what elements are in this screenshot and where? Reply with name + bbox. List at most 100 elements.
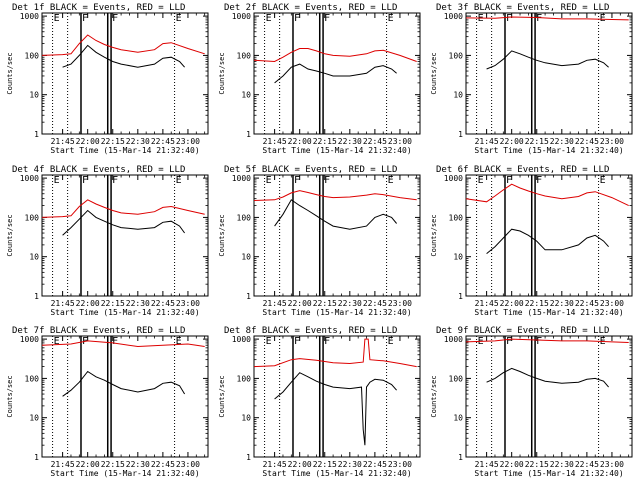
events-series-line: [62, 44, 185, 68]
y-tick-label: 1: [246, 453, 251, 462]
y-axis-label: Counts/sec: [218, 214, 226, 256]
lld-series-line: [253, 48, 417, 63]
y-tick-label: 100: [449, 213, 464, 222]
plot-frame: [465, 335, 633, 458]
time-marker-label: F: [324, 13, 330, 24]
events-series-line: [62, 209, 186, 236]
plot-frame: [465, 174, 633, 297]
x-tick-label: 22:45: [575, 137, 599, 146]
lld-series-line: [41, 34, 205, 56]
plot-frame: [41, 174, 209, 297]
x-tick-label: 22:45: [363, 137, 387, 146]
x-tick-label: 23:00: [600, 460, 624, 469]
y-tick-label: 1000: [444, 335, 463, 344]
time-marker-label: E: [388, 13, 394, 24]
panel-title: Det 4f BLACK = Events, RED = LLD: [12, 165, 185, 175]
events-series-line: [486, 50, 609, 70]
x-tick-label: 23:00: [388, 299, 412, 308]
x-tick-label: 22:45: [363, 299, 387, 308]
time-marker-label: E: [54, 336, 60, 347]
x-tick-label: 22:30: [550, 460, 574, 469]
x-tick-label: 22:00: [288, 137, 312, 146]
time-marker-label: E: [54, 175, 60, 186]
y-tick-label: 1000: [20, 12, 39, 21]
x-tick-label: 22:45: [575, 299, 599, 308]
y-tick-label: 10: [29, 414, 39, 423]
y-tick-label: 1000: [444, 12, 463, 21]
detector-panel: Det 7f BLACK = Events, RED = LLD 1 10 100 10…: [6, 326, 209, 478]
time-marker-label: E: [54, 13, 60, 24]
y-tick-label: 1000: [232, 174, 251, 183]
events-series-line: [62, 370, 186, 397]
events-series-line: [274, 372, 397, 446]
panel-title: Det 3f BLACK = Events, RED = LLD: [436, 3, 609, 13]
detector-panel: Det 4f BLACK = Events, RED = LLD 1 10 100 10…: [6, 165, 209, 317]
plot-frame: [253, 12, 421, 135]
time-marker-label: E: [600, 13, 606, 24]
x-tick-label: 22:15: [313, 299, 337, 308]
x-axis-label: Start Time (15-Mar-14 21:32:40): [474, 146, 623, 155]
time-marker-label: E: [478, 175, 484, 186]
time-marker-label: F: [294, 13, 300, 24]
time-marker-label: F: [506, 13, 512, 24]
y-tick-label: 100: [25, 374, 40, 383]
y-tick-label: 1: [246, 292, 251, 301]
y-axis-label: Counts/sec: [6, 214, 14, 256]
y-axis-label: Counts/sec: [430, 52, 438, 94]
time-marker-label: E: [176, 13, 182, 24]
x-tick-label: 22:15: [101, 460, 125, 469]
x-tick-label: 23:00: [388, 137, 412, 146]
y-tick-label: 100: [237, 374, 252, 383]
time-marker-label: F: [294, 336, 300, 347]
detector-panel: Det 1f BLACK = Events, RED = LLD 1 10 100 10…: [6, 3, 209, 155]
y-tick-label: 1: [34, 130, 39, 139]
plot-frame: [253, 174, 421, 297]
lld-series-line: [465, 183, 629, 207]
y-tick-label: 10: [29, 253, 39, 262]
y-axis-label: Counts/sec: [218, 375, 226, 417]
time-marker-label: F: [112, 336, 118, 347]
x-tick-label: 21:45: [51, 137, 75, 146]
y-tick-label: 1: [246, 130, 251, 139]
y-tick-label: 10: [241, 253, 251, 262]
x-tick-label: 21:45: [263, 460, 287, 469]
x-tick-label: 23:00: [600, 299, 624, 308]
x-tick-label: 22:00: [500, 299, 524, 308]
time-marker-label: F: [536, 13, 542, 24]
x-tick-label: 22:30: [550, 299, 574, 308]
time-marker-label: F: [506, 175, 512, 186]
time-marker-label: F: [536, 336, 542, 347]
x-axis-label: Start Time (15-Mar-14 21:32:40): [50, 146, 199, 155]
x-axis-label: Start Time (15-Mar-14 21:32:40): [474, 469, 623, 478]
detector-panel: Det 6f BLACK = Events, RED = LLD 1 10 100 10…: [430, 165, 633, 317]
x-tick-label: 21:45: [51, 299, 75, 308]
x-tick-label: 22:30: [338, 460, 362, 469]
x-tick-label: 22:45: [363, 460, 387, 469]
lld-series-line: [253, 190, 417, 201]
plot-frame: [41, 335, 209, 458]
time-marker-label: E: [388, 175, 394, 186]
time-marker-label: F: [82, 13, 88, 24]
x-tick-label: 21:45: [475, 137, 499, 146]
time-marker-label: E: [266, 175, 272, 186]
x-tick-label: 22:00: [76, 299, 100, 308]
x-tick-label: 22:00: [76, 460, 100, 469]
panel-title: Det 6f BLACK = Events, RED = LLD: [436, 165, 609, 175]
time-marker-label: E: [388, 336, 394, 347]
x-axis-label: Start Time (15-Mar-14 21:32:40): [50, 469, 199, 478]
time-marker-label: F: [536, 175, 542, 186]
x-tick-label: 21:45: [475, 460, 499, 469]
y-tick-label: 1000: [20, 174, 39, 183]
x-tick-label: 22:15: [525, 137, 549, 146]
x-tick-label: 22:00: [500, 137, 524, 146]
y-tick-label: 1000: [232, 335, 251, 344]
time-marker-label: E: [266, 336, 272, 347]
time-marker-label: E: [176, 175, 182, 186]
time-marker-label: F: [294, 175, 300, 186]
x-tick-label: 22:30: [126, 299, 150, 308]
events-series-line: [486, 367, 609, 388]
lld-series-line: [465, 16, 629, 21]
x-tick-label: 21:45: [263, 137, 287, 146]
x-tick-label: 22:15: [313, 137, 337, 146]
